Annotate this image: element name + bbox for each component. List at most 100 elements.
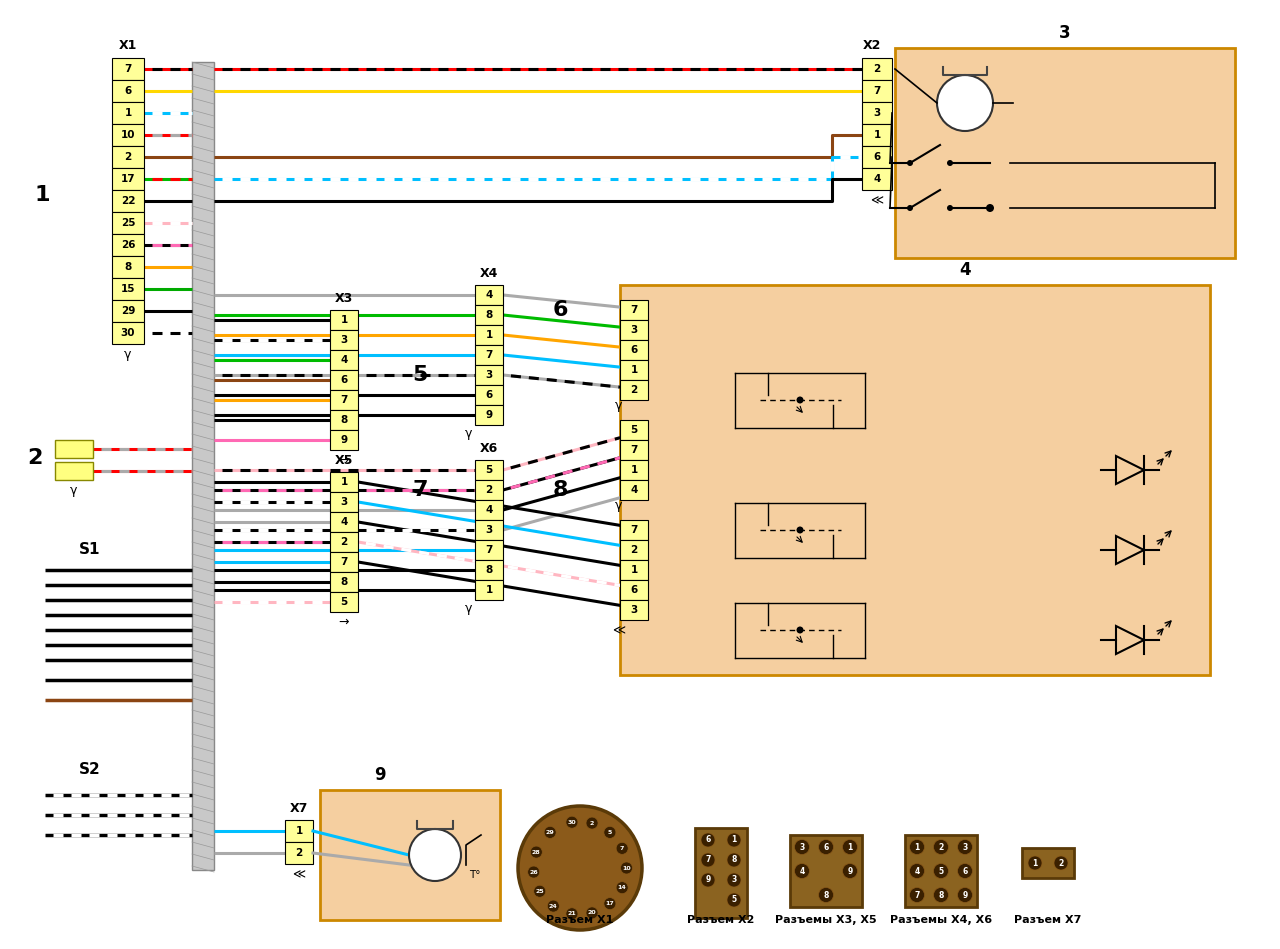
Text: 3: 3 bbox=[1059, 24, 1071, 42]
Text: 17: 17 bbox=[120, 174, 136, 184]
Circle shape bbox=[933, 864, 948, 879]
Text: 15: 15 bbox=[120, 284, 136, 294]
Text: 30: 30 bbox=[567, 820, 576, 825]
Text: 1: 1 bbox=[1033, 859, 1038, 867]
Text: 3: 3 bbox=[630, 325, 637, 335]
Text: S2: S2 bbox=[79, 762, 101, 777]
Text: 6: 6 bbox=[340, 375, 348, 385]
Text: 4: 4 bbox=[959, 261, 970, 279]
Bar bbox=[330, 532, 358, 552]
Text: 29: 29 bbox=[545, 829, 554, 835]
Bar bbox=[475, 285, 503, 305]
Text: Разъемы X4, X6: Разъемы X4, X6 bbox=[890, 915, 992, 925]
Text: 1: 1 bbox=[630, 565, 637, 575]
Bar bbox=[330, 350, 358, 370]
Text: 2: 2 bbox=[27, 448, 42, 468]
Text: 6: 6 bbox=[485, 390, 493, 400]
Bar bbox=[330, 430, 358, 450]
Circle shape bbox=[910, 840, 924, 854]
Bar bbox=[475, 460, 503, 480]
Text: 26: 26 bbox=[530, 869, 538, 875]
Circle shape bbox=[701, 853, 716, 867]
Text: 8: 8 bbox=[340, 577, 348, 587]
Text: 10: 10 bbox=[120, 130, 136, 140]
Text: ≪: ≪ bbox=[612, 624, 626, 637]
Text: 9: 9 bbox=[847, 866, 852, 876]
Circle shape bbox=[910, 887, 924, 902]
Text: 2: 2 bbox=[630, 545, 637, 555]
Text: 1: 1 bbox=[485, 585, 493, 595]
Bar bbox=[620, 600, 648, 620]
Text: 3: 3 bbox=[630, 605, 637, 615]
Bar bbox=[861, 80, 892, 102]
Text: 7: 7 bbox=[705, 855, 710, 865]
Circle shape bbox=[796, 527, 804, 533]
Circle shape bbox=[986, 204, 995, 212]
Text: 1: 1 bbox=[630, 365, 637, 375]
Bar bbox=[861, 102, 892, 124]
Circle shape bbox=[616, 843, 628, 854]
Text: T°: T° bbox=[468, 870, 480, 880]
Bar bbox=[113, 256, 143, 278]
Text: 2: 2 bbox=[590, 821, 594, 826]
Circle shape bbox=[957, 840, 973, 854]
Text: 21: 21 bbox=[567, 911, 576, 917]
Circle shape bbox=[908, 205, 913, 211]
Text: 5: 5 bbox=[731, 896, 736, 904]
Text: 25: 25 bbox=[120, 218, 136, 228]
Text: 7: 7 bbox=[630, 525, 637, 535]
Circle shape bbox=[586, 907, 598, 919]
Bar bbox=[330, 310, 358, 330]
Circle shape bbox=[818, 887, 833, 902]
Text: 3: 3 bbox=[485, 525, 493, 535]
Text: X6: X6 bbox=[480, 442, 498, 455]
Text: 9: 9 bbox=[485, 410, 493, 420]
Text: 5: 5 bbox=[340, 597, 348, 607]
Bar bbox=[330, 512, 358, 532]
Circle shape bbox=[604, 827, 616, 838]
Text: 5: 5 bbox=[630, 425, 637, 435]
Circle shape bbox=[933, 887, 948, 902]
Text: 5: 5 bbox=[938, 866, 943, 876]
Bar bbox=[475, 480, 503, 500]
Bar bbox=[320, 790, 500, 920]
Circle shape bbox=[701, 833, 716, 847]
Text: γ: γ bbox=[465, 602, 472, 615]
Bar bbox=[620, 540, 648, 560]
Bar bbox=[330, 552, 358, 572]
Text: 3: 3 bbox=[963, 843, 968, 851]
Text: 7: 7 bbox=[340, 395, 348, 405]
Text: 2: 2 bbox=[485, 485, 493, 495]
Text: 14: 14 bbox=[618, 885, 626, 890]
Bar bbox=[695, 828, 748, 918]
Text: γ: γ bbox=[616, 499, 623, 512]
Bar bbox=[475, 500, 503, 520]
Text: γ: γ bbox=[124, 348, 132, 361]
Text: X4: X4 bbox=[480, 267, 498, 280]
Circle shape bbox=[616, 882, 628, 894]
Text: 7: 7 bbox=[630, 445, 637, 455]
Circle shape bbox=[621, 862, 632, 874]
Bar bbox=[620, 480, 648, 500]
Bar bbox=[475, 385, 503, 405]
Circle shape bbox=[727, 893, 741, 907]
Circle shape bbox=[908, 160, 913, 166]
Text: 10: 10 bbox=[622, 865, 631, 870]
Bar bbox=[285, 842, 314, 864]
Circle shape bbox=[544, 827, 556, 838]
Text: 2: 2 bbox=[340, 537, 348, 547]
Text: γ: γ bbox=[616, 399, 623, 412]
Circle shape bbox=[796, 626, 804, 634]
Circle shape bbox=[1028, 856, 1042, 870]
Bar bbox=[475, 540, 503, 560]
Text: 3: 3 bbox=[800, 843, 805, 851]
Bar bbox=[113, 212, 143, 234]
Bar bbox=[620, 580, 648, 600]
Text: 8: 8 bbox=[552, 480, 568, 500]
Bar bbox=[861, 124, 892, 146]
Text: 8: 8 bbox=[340, 415, 348, 425]
Text: 1: 1 bbox=[35, 185, 50, 205]
Bar bbox=[113, 102, 143, 124]
Text: 30: 30 bbox=[120, 328, 136, 338]
Text: 5: 5 bbox=[608, 829, 612, 835]
